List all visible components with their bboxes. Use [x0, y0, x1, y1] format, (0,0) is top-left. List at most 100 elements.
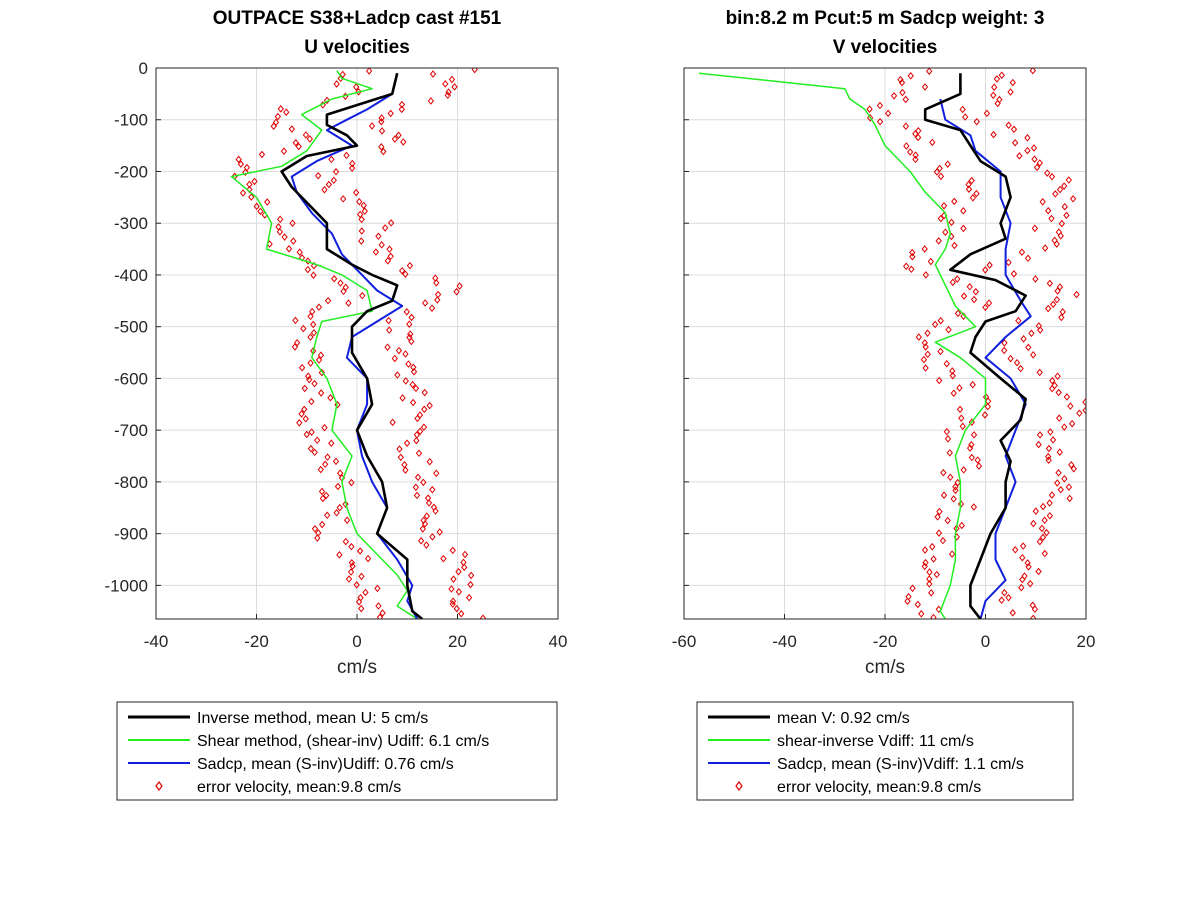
- u-error-point: [289, 219, 296, 228]
- u-error-point: [343, 151, 350, 160]
- v-error-point: [956, 405, 964, 414]
- u-ytick-label: -200: [114, 162, 148, 181]
- v-error-point: [936, 507, 943, 516]
- u-error-point: [308, 397, 315, 406]
- u-error-point: [353, 188, 360, 197]
- u-xtick-label: 0: [352, 632, 361, 651]
- u-error-point: [332, 457, 340, 466]
- v-error-point: [930, 613, 937, 619]
- u-error-point: [304, 265, 311, 274]
- u-error-point: [358, 215, 365, 224]
- u-error-point: [321, 185, 328, 194]
- v-error-point: [983, 109, 991, 118]
- v-error-point: [975, 462, 983, 470]
- u-error-point: [237, 160, 245, 168]
- u-error-point: [362, 588, 369, 597]
- v-error-point: [954, 275, 961, 283]
- v-error-point: [959, 105, 966, 114]
- v-error-point: [1031, 605, 1039, 613]
- v-error-point: [960, 292, 968, 300]
- v-error-point: [876, 101, 884, 110]
- v-error-point: [1030, 519, 1037, 528]
- u-error-point: [296, 419, 303, 427]
- u-error-point: [304, 257, 312, 265]
- u-error-point: [368, 122, 376, 130]
- v-error-point: [949, 371, 956, 380]
- u-ytick-label: -600: [114, 369, 148, 388]
- u-error-point: [445, 88, 452, 96]
- v-error-point: [924, 350, 931, 359]
- v-error-point: [1059, 308, 1066, 316]
- u-error-point: [426, 401, 433, 410]
- u-error-point: [248, 193, 255, 201]
- u-error-point: [380, 147, 387, 156]
- u-error-point: [413, 436, 420, 445]
- u-error-point: [308, 428, 315, 436]
- v-error-point: [1054, 372, 1061, 381]
- u-error-point: [349, 562, 356, 570]
- u-error-point: [325, 180, 333, 189]
- u-error-point: [296, 248, 303, 256]
- v-xtick-label: -60: [672, 632, 697, 651]
- u-error-point: [355, 598, 363, 606]
- u-error-point: [340, 195, 347, 203]
- v-error-point: [959, 422, 966, 431]
- v-error-point: [1028, 329, 1035, 338]
- v-error-point: [1020, 335, 1027, 343]
- v-error-point: [1058, 313, 1065, 322]
- v-error-point: [1048, 384, 1056, 393]
- u-error-point: [356, 547, 364, 555]
- v-error-point: [921, 339, 929, 347]
- u-error-point: [292, 138, 299, 147]
- v-error-point: [1025, 343, 1032, 352]
- v-error-point: [1018, 248, 1026, 256]
- v-legend: mean V: 0.92 cm/s shear-inverse Vdiff: 1…: [696, 701, 1074, 801]
- v-error-point: [954, 478, 961, 487]
- u-error-point: [402, 270, 409, 279]
- u-error-point: [264, 198, 271, 206]
- u-error-point: [323, 491, 330, 500]
- v-error-point: [981, 411, 989, 419]
- u-error-point: [432, 507, 439, 515]
- u-error-point: [336, 551, 343, 559]
- u-error-point: [333, 80, 340, 88]
- v-error-point: [1025, 563, 1032, 571]
- v-error-point: [1045, 444, 1053, 453]
- u-error-point: [448, 585, 455, 593]
- v-error-point: [1036, 159, 1043, 167]
- u-error-point: [412, 483, 420, 492]
- v-error-point: [1061, 475, 1068, 483]
- u-error-point: [310, 320, 317, 329]
- u-error-point: [318, 487, 326, 496]
- u-error-point: [348, 542, 355, 551]
- v-error-point: [951, 197, 958, 206]
- v-error-point: [1019, 575, 1026, 584]
- v-error-point: [968, 440, 975, 449]
- v-subtitle: V velocities: [833, 37, 938, 58]
- v-error-point: [948, 550, 956, 558]
- u-error-point: [448, 75, 456, 84]
- u-error-point: [453, 604, 460, 613]
- u-legend-swatch-error: [155, 781, 163, 791]
- v-error-point: [1043, 528, 1050, 537]
- u-ytick-label: -100: [114, 111, 148, 130]
- u-error-point: [396, 445, 403, 453]
- u-error-point: [318, 368, 325, 377]
- u-error-point: [305, 372, 312, 380]
- u-error-point: [307, 312, 314, 321]
- v-error-point: [924, 329, 931, 337]
- u-error-point: [449, 597, 457, 606]
- u-error-point: [375, 602, 382, 610]
- v-error-point: [1058, 219, 1066, 228]
- v-error-point: [908, 265, 915, 274]
- u-error-point: [372, 248, 380, 256]
- u-legend-box: [116, 701, 558, 801]
- v-legend-sadcp: Sadcp, mean (S-inv)Vdiff: 1.1 cm/s: [777, 756, 1024, 773]
- v-error-point: [982, 303, 989, 312]
- u-error-point: [310, 328, 318, 337]
- u-error-point: [348, 478, 355, 487]
- v-error-point: [1061, 423, 1068, 431]
- u-error-point: [391, 135, 399, 143]
- v-error-point: [1011, 138, 1019, 147]
- v-error-point: [929, 138, 936, 147]
